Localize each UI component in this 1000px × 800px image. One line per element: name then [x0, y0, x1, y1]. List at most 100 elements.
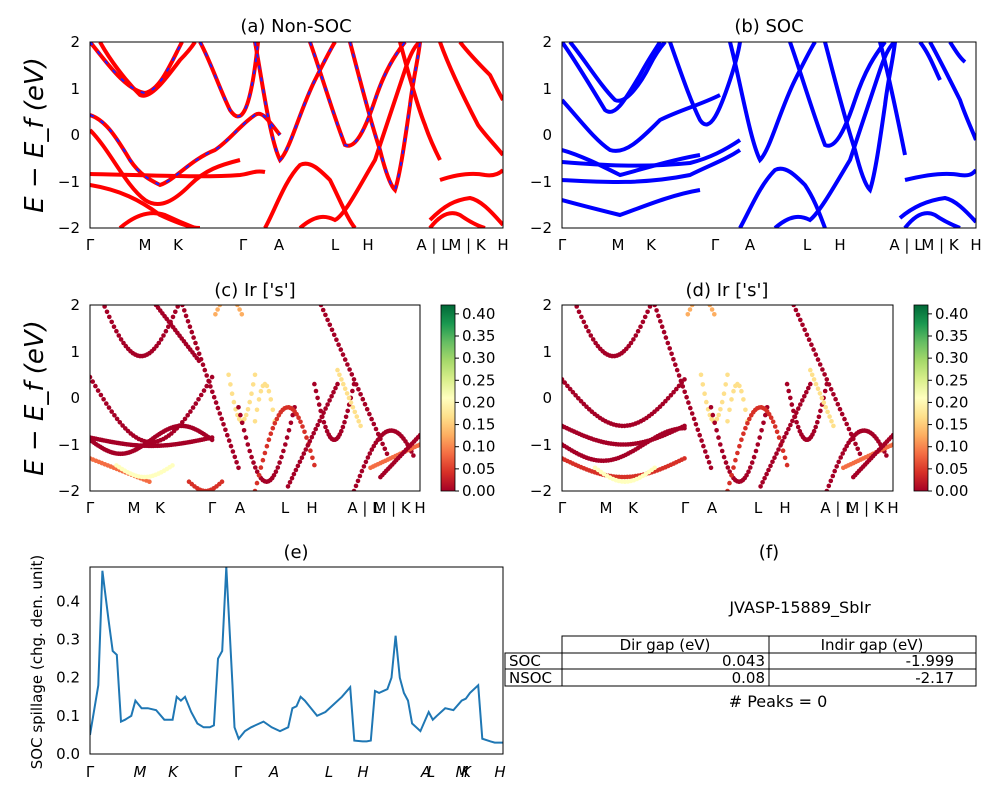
panel-a-frame — [89, 41, 504, 229]
band-point — [760, 480, 765, 485]
panel-c-ylabel: E − E_f (eV) — [20, 320, 50, 476]
band-point — [175, 305, 180, 309]
band-point — [678, 378, 684, 384]
band-point — [236, 465, 241, 471]
band-point — [782, 455, 788, 461]
svg-text:Γ: Γ — [86, 763, 95, 781]
band-point — [147, 479, 152, 485]
peaks-count: # Peaks = 0 — [729, 692, 828, 711]
band-point — [840, 451, 845, 456]
band-point — [741, 431, 746, 437]
band-point — [833, 396, 838, 402]
colorbar-tick-label: 0.35 — [935, 327, 968, 345]
band-point — [784, 462, 790, 468]
band-point — [243, 412, 249, 418]
band-point — [635, 328, 641, 334]
svg-text:−1: −1 — [530, 436, 552, 454]
band-point — [719, 399, 725, 405]
band-point — [695, 427, 701, 433]
band-point — [798, 317, 803, 323]
band-point — [384, 451, 390, 457]
band-point — [716, 435, 721, 440]
band-point — [260, 457, 266, 463]
band-point — [709, 307, 715, 312]
band-point — [721, 454, 727, 460]
band-point — [747, 416, 752, 422]
band-point — [817, 362, 823, 367]
ytick-label: 0.3 — [56, 631, 80, 649]
panel-c-colorbar: 0.00 0.05 0.10 0.15 0.20 0.25 0.30 0.35 0.40 — [440, 304, 495, 500]
band-point — [628, 340, 634, 346]
band-point — [335, 381, 340, 387]
band-point — [315, 422, 321, 428]
band-point — [213, 312, 218, 317]
svg-text:M | K: M | K — [846, 499, 885, 517]
band-point — [107, 314, 112, 320]
band-point — [731, 388, 736, 394]
band-point — [640, 319, 646, 325]
band-point — [579, 314, 584, 320]
band-point — [219, 416, 224, 422]
band-point — [570, 389, 576, 395]
band-point — [671, 357, 676, 362]
panel-d-yticks: 2 1 0 −1 −2 — [530, 296, 552, 500]
svg-text:Γ: Γ — [86, 499, 95, 517]
band-point — [744, 473, 749, 478]
band-point — [819, 395, 825, 401]
svg-text:L: L — [803, 236, 812, 254]
band-point — [378, 436, 383, 442]
row-nsoc-indir: -2.17 — [915, 669, 954, 687]
band-point — [786, 426, 791, 432]
band-point — [339, 377, 344, 382]
band-point — [312, 462, 317, 468]
band-point — [829, 419, 834, 424]
band-point — [676, 383, 682, 389]
panel-a-xticks: Γ M K Γ A L H A | L M | K H — [86, 236, 509, 254]
band-point — [770, 419, 776, 425]
band-point — [719, 448, 725, 454]
band-point — [281, 448, 286, 454]
band-point — [344, 391, 350, 396]
band-point — [93, 383, 98, 389]
band-point — [776, 435, 782, 440]
band-point — [268, 431, 274, 437]
colorbar-tick-label: 0.40 — [462, 305, 495, 323]
band-point — [195, 346, 200, 351]
band-point — [290, 412, 296, 418]
band-point — [316, 402, 322, 407]
band-point — [242, 416, 247, 422]
band-point — [354, 414, 360, 419]
band-point — [815, 419, 820, 425]
panel-d-xticks: Γ M K Γ A L H A | L M | K H — [558, 499, 899, 517]
band-point — [831, 392, 836, 397]
svg-text:Γ: Γ — [558, 236, 567, 254]
band-point — [318, 305, 324, 308]
band-point — [182, 308, 187, 313]
band-point — [350, 388, 355, 394]
band-point — [189, 329, 195, 335]
band-point — [170, 463, 175, 468]
band-point — [283, 442, 288, 447]
band-point — [818, 408, 823, 414]
svg-text:A | L: A | L — [347, 499, 381, 517]
band-point — [820, 367, 825, 372]
svg-text:1: 1 — [70, 343, 80, 361]
colorbar-tick-label: 0.10 — [462, 438, 495, 456]
band-point — [101, 397, 106, 402]
band-point — [252, 488, 258, 491]
band-point — [808, 381, 813, 387]
band-point — [318, 408, 324, 414]
band-point — [308, 448, 313, 454]
band-point — [272, 421, 278, 426]
band-point — [311, 430, 317, 436]
band-point — [358, 423, 363, 429]
panel-e-yticks: 0.0 0.1 0.2 0.3 0.4 — [56, 592, 80, 763]
band-point — [813, 381, 819, 387]
ytick-label: 0.1 — [56, 707, 80, 725]
svg-text:1: 1 — [542, 80, 552, 98]
band-point — [808, 367, 813, 373]
colorbar-tick-label: 0.15 — [935, 416, 968, 434]
band-point — [682, 456, 687, 461]
band-point — [749, 460, 755, 465]
